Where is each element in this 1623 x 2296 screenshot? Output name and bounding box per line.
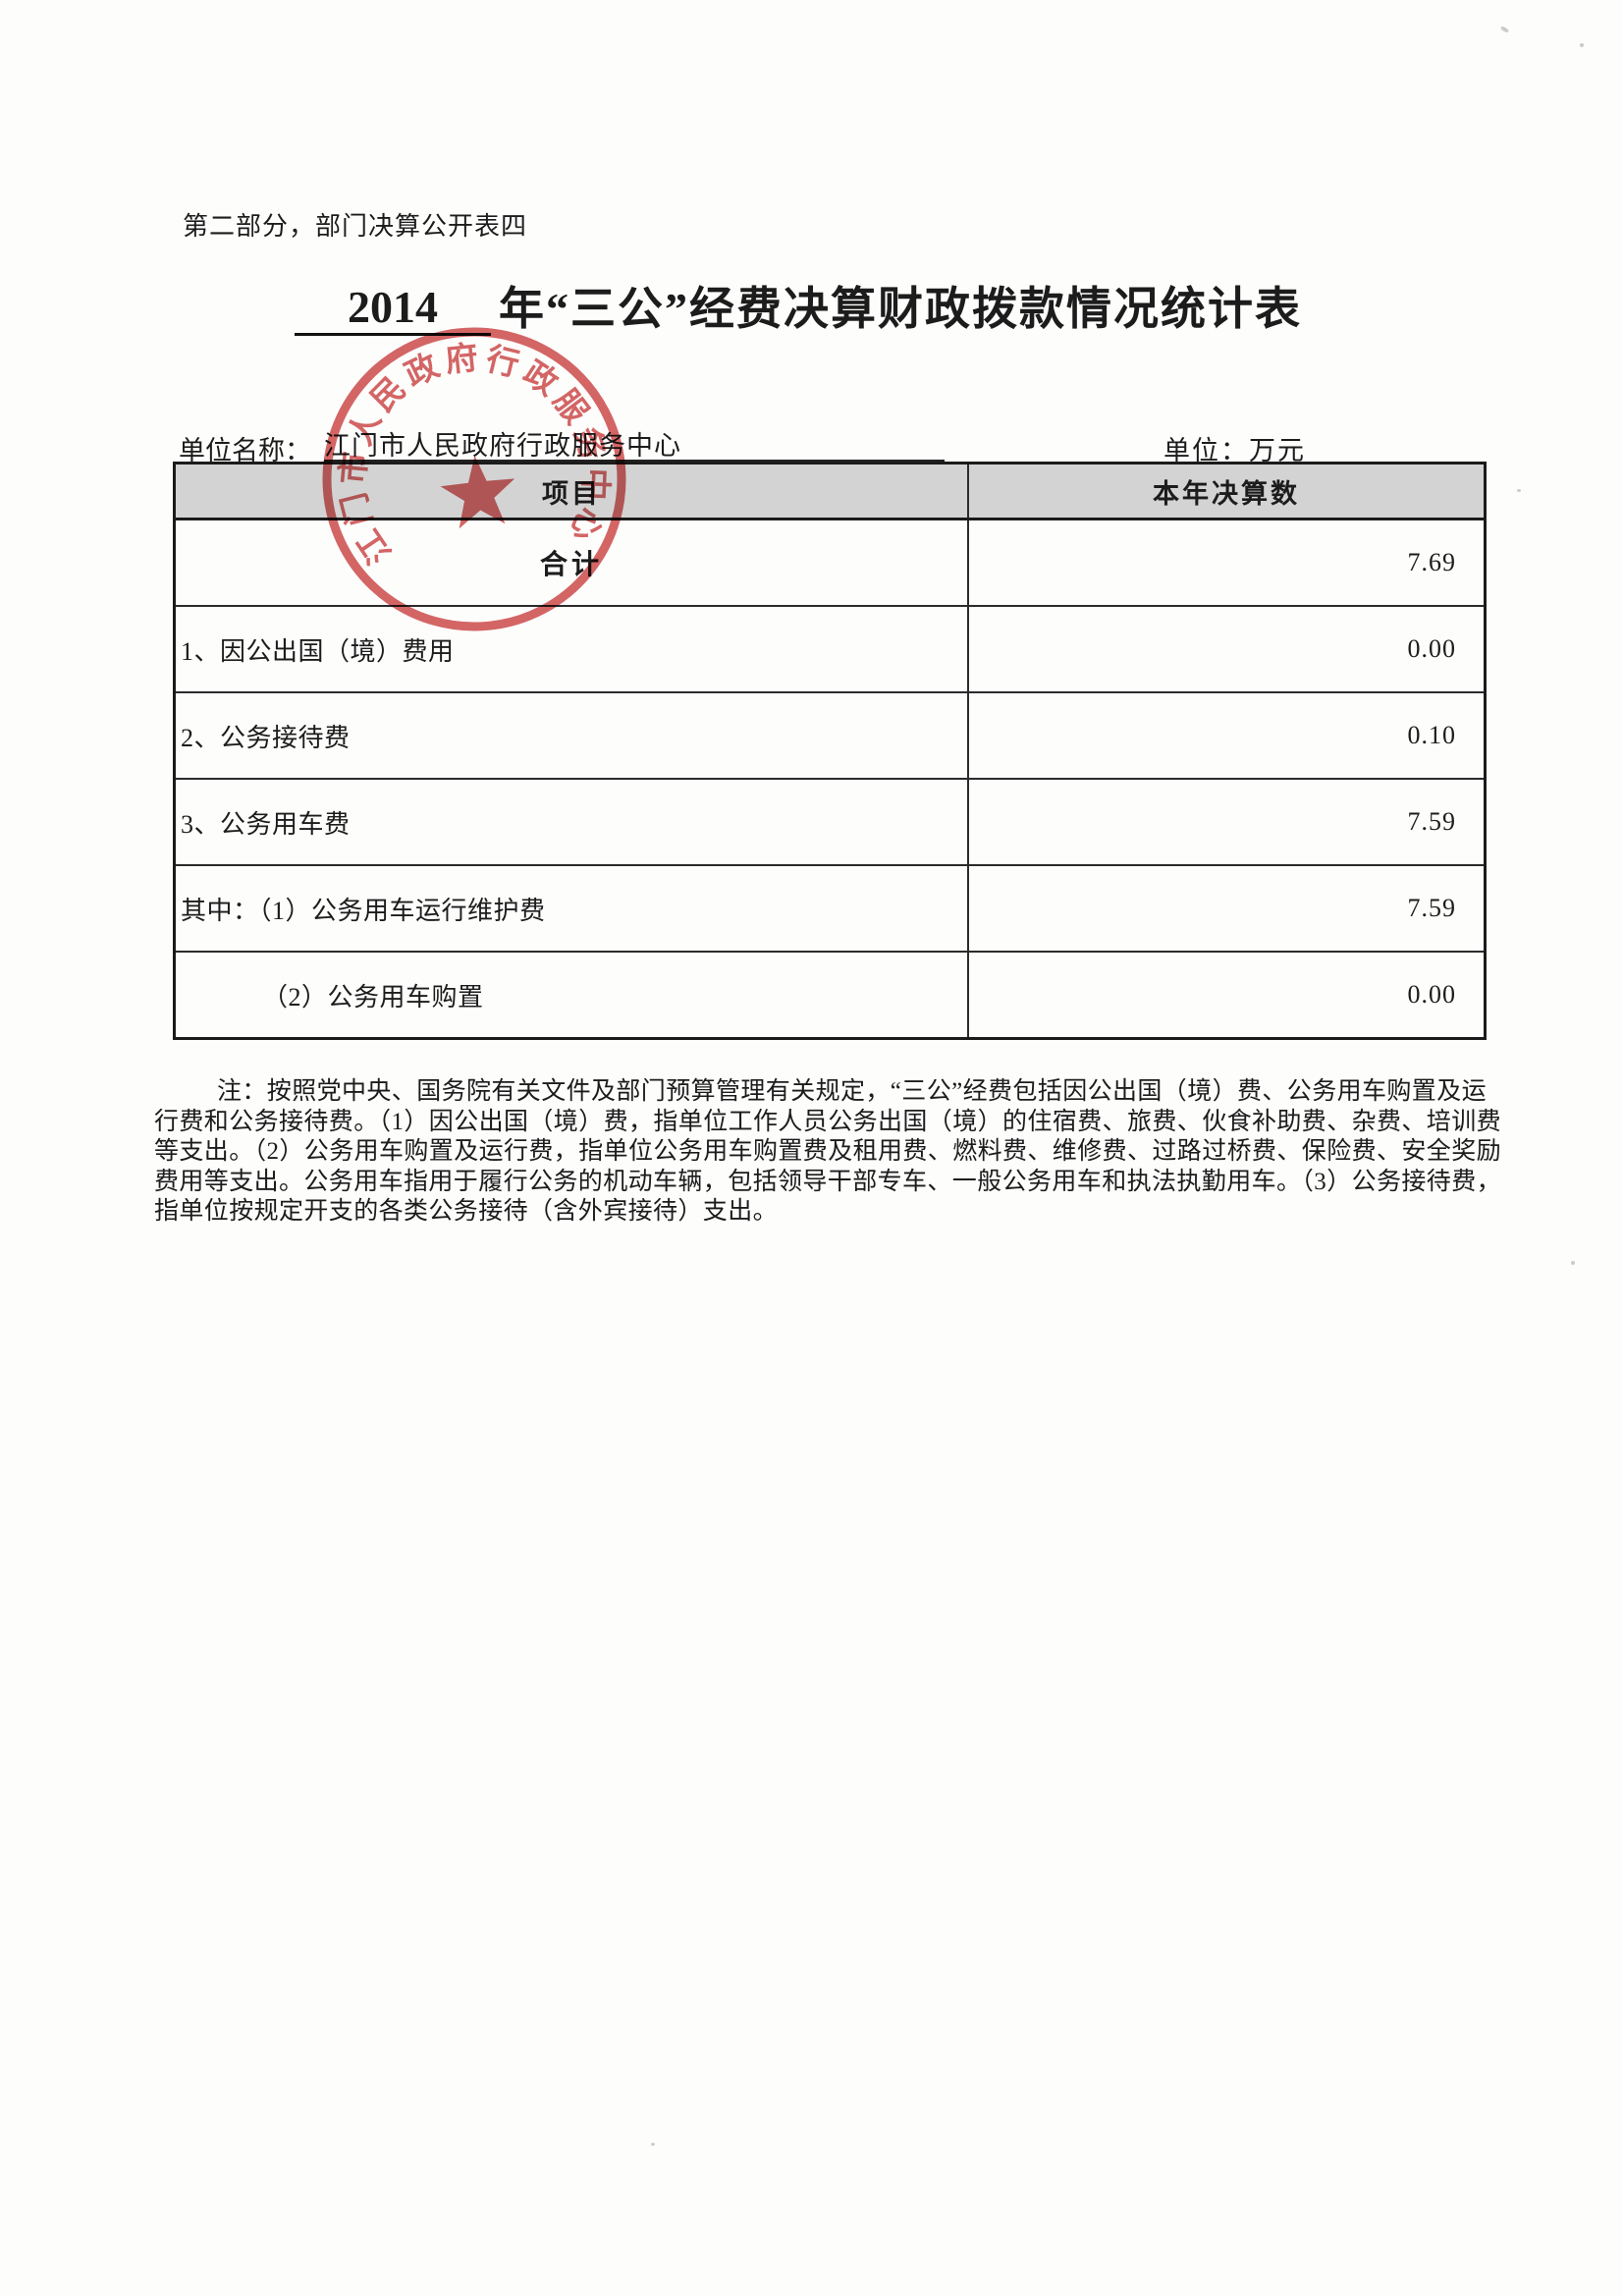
footnote-line: 注：按照党中央、国务院有关文件及部门预算管理有关规定，“三公”经费包括因公出国（… (217, 1078, 1487, 1105)
expense-table: 项目 本年决算数 合计 7.69 1、因公出国（境）费用 0.00 2、公务接待… (173, 462, 1487, 1040)
row-label: 2、公务接待费 (176, 693, 969, 778)
row-label: （2）公务用车购置 (176, 953, 969, 1037)
row-label: 合计 (176, 520, 969, 605)
table-row-vehicle: 3、公务用车费 7.59 (176, 780, 1484, 866)
section-label: 第二部分，部门决算公开表四 (183, 212, 528, 241)
document-title: 2014 年“三公”经费决算财政拨款情况统计表 (295, 283, 1302, 336)
table-row-reception: 2、公务接待费 0.10 (176, 693, 1484, 780)
table-header-row: 项目 本年决算数 (176, 465, 1484, 520)
footnote-line: 费用等支出。公务用车指用于履行公务的机动车辆，包括领导干部专车、一般公务用车和执… (154, 1168, 1502, 1195)
row-value: 7.69 (1407, 548, 1456, 576)
scan-speck (1571, 1261, 1575, 1265)
footnote-line: 指单位按规定开支的各类公务接待（含外宾接待）支出。 (154, 1198, 779, 1226)
footnote-line: 等支出。（2）公务用车购置及运行费，指单位公务用车购置费及租用费、燃料费、维修费… (154, 1138, 1502, 1166)
svg-text:政: 政 (517, 354, 565, 402)
table-row-vehicle-purchase: （2）公务用车购置 0.00 (176, 953, 1484, 1037)
row-value: 0.00 (1407, 634, 1456, 663)
row-value: 0.00 (1407, 980, 1456, 1009)
scan-speck (1499, 26, 1510, 33)
svg-text:政: 政 (400, 347, 445, 394)
svg-text:服: 服 (547, 382, 595, 430)
header-item-column: 项目 (176, 465, 969, 518)
row-label: 3、公务用车费 (176, 780, 969, 864)
footnote-line: 行费和公务接待费。（1）因公出国（境）费，指单位工作人员公务出国（境）的住宿费、… (154, 1108, 1502, 1135)
currency-unit-label: 单位：万元 (1163, 436, 1306, 465)
svg-text:行: 行 (482, 340, 523, 383)
svg-text:府: 府 (444, 339, 480, 378)
footnote-paragraph: 注：按照党中央、国务院有关文件及部门预算管理有关规定，“三公”经费包括因公出国（… (154, 1077, 1517, 1228)
row-label: 1、因公出国（境）费用 (176, 607, 969, 691)
title-text: 年“三公”经费决算财政拨款情况统计表 (499, 284, 1302, 334)
row-value: 0.10 (1407, 721, 1456, 749)
title-year: 2014 (348, 282, 438, 332)
table-row-abroad: 1、因公出国（境）费用 0.00 (176, 607, 1484, 693)
row-label: 其中：（1）公务用车运行维护费 (176, 866, 969, 951)
table-row-vehicle-operation: 其中：（1）公务用车运行维护费 7.59 (176, 866, 1484, 953)
unit-name-label: 单位名称： (179, 436, 311, 465)
title-year-underlined: 2014 (295, 283, 491, 336)
scan-speck (1580, 43, 1584, 47)
table-row-total: 合计 7.69 (176, 520, 1484, 607)
header-value-column: 本年决算数 (1153, 478, 1300, 509)
row-value: 7.59 (1407, 894, 1456, 922)
scan-speck (651, 2143, 655, 2146)
row-value: 7.59 (1407, 807, 1456, 836)
unit-name-value: 江门市人民政府行政服务中心 (324, 424, 945, 462)
scan-speck (1517, 489, 1521, 492)
svg-text:民: 民 (363, 369, 412, 417)
